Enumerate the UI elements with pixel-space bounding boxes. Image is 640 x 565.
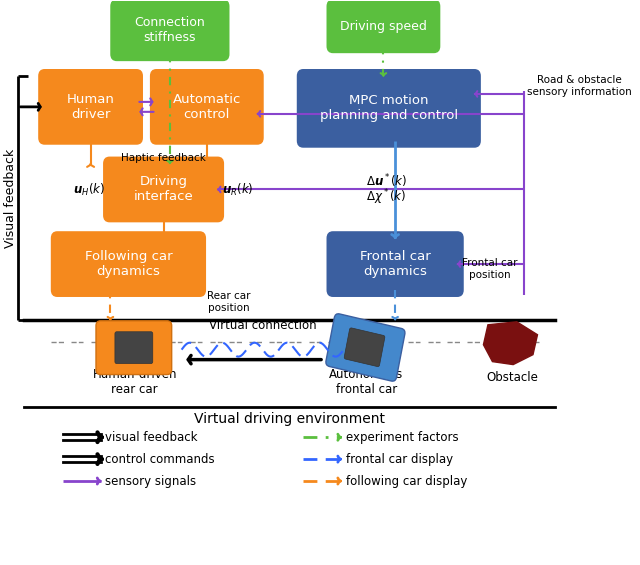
Text: Connection
stiffness: Connection stiffness <box>134 16 205 44</box>
Text: Automatic
control: Automatic control <box>173 93 241 121</box>
FancyBboxPatch shape <box>298 70 480 147</box>
FancyBboxPatch shape <box>328 1 439 52</box>
Text: Virtual connection: Virtual connection <box>209 319 317 332</box>
Text: Frontal car
dynamics: Frontal car dynamics <box>360 250 431 278</box>
Text: Virtual driving environment: Virtual driving environment <box>194 412 385 427</box>
Text: Haptic feedback: Haptic feedback <box>121 153 206 163</box>
Text: Driving speed: Driving speed <box>340 20 427 33</box>
Text: Driving
interface: Driving interface <box>134 176 193 203</box>
Text: sensory signals: sensory signals <box>105 475 196 488</box>
Text: Following car
dynamics: Following car dynamics <box>84 250 172 278</box>
Text: frontal car display: frontal car display <box>346 453 452 466</box>
Text: MPC motion
planning and control: MPC motion planning and control <box>320 94 458 123</box>
FancyBboxPatch shape <box>151 70 262 144</box>
Text: Autonomous
frontal car: Autonomous frontal car <box>329 367 403 395</box>
Text: Human
driver: Human driver <box>67 93 115 121</box>
Text: Frontal car
position: Frontal car position <box>462 258 517 280</box>
Text: Visual feedback: Visual feedback <box>4 148 17 247</box>
FancyBboxPatch shape <box>111 1 228 60</box>
Text: Road & obstacle
sensory information: Road & obstacle sensory information <box>527 75 632 97</box>
Text: experiment factors: experiment factors <box>346 431 458 444</box>
Text: following car display: following car display <box>346 475 467 488</box>
Text: $\boldsymbol{u}_H(k)$: $\boldsymbol{u}_H(k)$ <box>73 181 105 198</box>
Text: visual feedback: visual feedback <box>105 431 198 444</box>
Text: $\Delta\chi^*(k)$: $\Delta\chi^*(k)$ <box>366 188 406 207</box>
FancyBboxPatch shape <box>344 328 385 367</box>
FancyBboxPatch shape <box>328 232 463 296</box>
FancyBboxPatch shape <box>115 332 153 364</box>
Text: $\Delta\boldsymbol{u}^*(k)$: $\Delta\boldsymbol{u}^*(k)$ <box>365 173 406 190</box>
FancyBboxPatch shape <box>39 70 142 144</box>
Text: Rear car
position: Rear car position <box>207 291 250 312</box>
FancyBboxPatch shape <box>326 314 405 381</box>
Text: $\boldsymbol{u}_R(k)$: $\boldsymbol{u}_R(k)$ <box>222 181 253 198</box>
Text: Human-driven
rear car: Human-driven rear car <box>93 367 177 395</box>
Text: Obstacle: Obstacle <box>486 371 538 384</box>
FancyBboxPatch shape <box>104 158 223 221</box>
Text: control commands: control commands <box>105 453 214 466</box>
Polygon shape <box>483 322 538 364</box>
FancyBboxPatch shape <box>96 321 172 375</box>
FancyBboxPatch shape <box>52 232 205 296</box>
